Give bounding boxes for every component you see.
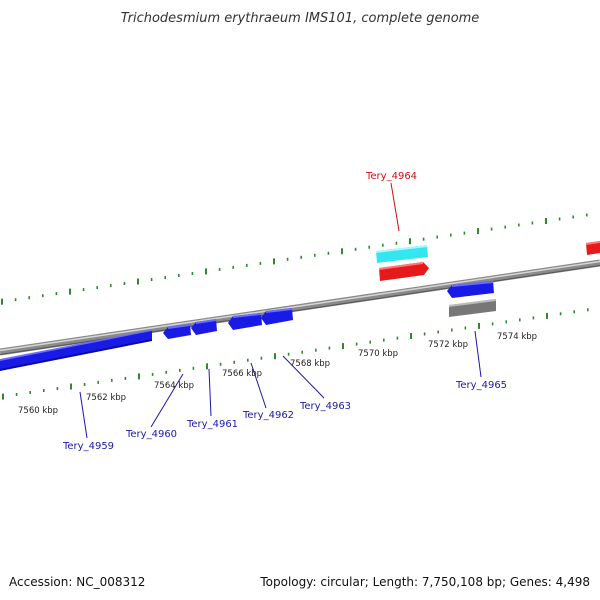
gene-arrow[interactable]: [163, 324, 191, 339]
gene-feature-cyan[interactable]: [376, 245, 428, 263]
gene-label[interactable]: Tery_4959: [62, 441, 114, 452]
gene-label[interactable]: Tery_4962: [242, 410, 294, 421]
gene-arrow[interactable]: [0, 330, 152, 371]
gene-arrow[interactable]: [228, 313, 262, 330]
gene-arrow[interactable]: [191, 319, 217, 335]
gene-arrow[interactable]: [261, 308, 293, 325]
outer-tick-track: [1, 213, 588, 305]
gene-labels: Tery_4959 Tery_4960 Tery_4961 Tery_4962 …: [62, 171, 507, 452]
gene-features: [0, 241, 600, 371]
leader-line: [390, 182, 400, 232]
gene-label[interactable]: Tery_4965: [455, 380, 507, 391]
scale-label: 7566 kbp: [222, 369, 262, 379]
leader-line: [208, 368, 212, 417]
gene-arrow[interactable]: [379, 262, 429, 281]
gene-label[interactable]: Tery_4964: [365, 171, 417, 182]
gene-arrow[interactable]: [447, 281, 494, 298]
inner-tick-track: [2, 308, 589, 400]
scale-label: 7572 kbp: [428, 340, 468, 350]
accession-text: Accession: NC_008312: [9, 575, 146, 589]
label-leaders: [79, 182, 482, 439]
map-title: Trichodesmium erythraeum IMS101, complet…: [121, 11, 480, 26]
gene-label[interactable]: Tery_4961: [186, 419, 238, 430]
gene-label[interactable]: Tery_4960: [125, 429, 177, 440]
leader-line: [474, 330, 482, 378]
scale-label: 7564 kbp: [154, 381, 194, 391]
leader-line: [150, 373, 184, 428]
gene-label[interactable]: Tery_4963: [299, 401, 351, 412]
gene-feature-gray[interactable]: [449, 299, 496, 317]
leader-line: [79, 391, 88, 439]
leader-line: [282, 355, 325, 399]
scale-label: 7560 kbp: [18, 406, 58, 416]
gene-arrow[interactable]: [586, 241, 600, 255]
scale-label: 7570 kbp: [358, 349, 398, 359]
scale-labels: 7560 kbp 7562 kbp 7564 kbp 7566 kbp 7568…: [18, 332, 537, 416]
leader-line: [250, 362, 267, 409]
genome-backbone: [0, 259, 600, 356]
scale-label: 7562 kbp: [86, 393, 126, 403]
scale-label: 7568 kbp: [290, 359, 330, 369]
genome-summary-text: Topology: circular; Length: 7,750,108 bp…: [260, 575, 590, 589]
scale-label: 7574 kbp: [497, 332, 537, 342]
